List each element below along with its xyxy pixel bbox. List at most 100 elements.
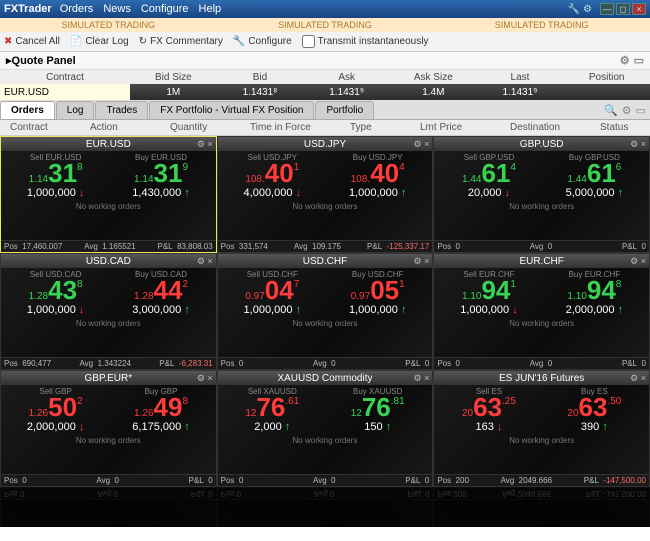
buy-side[interactable]: Buy GBP.USD 1.44616 5,000,000 ↑ (544, 153, 645, 199)
tile-header: EUR.CHF⚙ × (434, 254, 649, 268)
quote-headers: ContractBid SizeBidAskAsk SizeLastPositi… (0, 70, 650, 84)
sell-side[interactable]: Sell USD.JPY 108.401 4,000,000 ↓ (222, 153, 323, 199)
fx-tile-grid: EUR.USD⚙ × Sell EUR.USD 1.14318 1,000,00… (0, 136, 650, 487)
sell-side[interactable]: Sell ES 2063.25 163 ↓ (438, 387, 539, 433)
tile-header: GBP.USD⚙ × (434, 137, 649, 151)
tile-footer: Pos 0 Avg 0 P&L 0 (218, 474, 433, 486)
cancel-all-button[interactable]: ✖Cancel All (4, 36, 60, 47)
tile-footer: Pos 200 Avg 2049.666 P&L -147,500.00 (434, 474, 649, 486)
quote-bid-size: 1M (130, 87, 217, 98)
tabs-settings-icon[interactable]: ⚙ (622, 104, 632, 117)
tile-config-icon[interactable]: ⚙ × (414, 139, 430, 150)
sim-label: SIMULATED TRADING (495, 20, 589, 30)
no-working-label: No working orders (1, 319, 216, 328)
sell-side[interactable]: Sell XAUUSD 1276.61 2,000 ↑ (222, 387, 323, 433)
tile-header: USD.CHF⚙ × (218, 254, 433, 268)
tile-footer: Pos 0 Avg 0 P&L 0 (1, 474, 216, 486)
buy-side[interactable]: Buy GBP 1.26498 6,175,000 ↑ (110, 387, 211, 433)
sell-side[interactable]: Sell USD.CAD 1.28438 1,000,000 ↓ (5, 270, 106, 316)
tile-config-icon[interactable]: ⚙ × (630, 256, 646, 267)
tile-header: XAUUSD Commodity⚙ × (218, 371, 433, 385)
tile-footer: Pos 17,460,007 Avg 1.165521 P&L 83,808.0… (1, 240, 216, 252)
fx-tile[interactable]: GBP.EUR*⚙ × Sell GBP 1.26502 2,000,000 ↓… (0, 370, 217, 487)
panel-settings-icon[interactable]: ⚙ (620, 54, 630, 67)
quote-row[interactable]: EUR.USD 1M 1.1431⁸ 1.1431⁹ 1.4M 1.1431⁹ (0, 84, 650, 100)
menu-news[interactable]: News (103, 3, 131, 15)
fx-tile[interactable]: ES JUN'16 Futures⚙ × Sell ES 2063.25 163… (433, 370, 650, 487)
buy-side[interactable]: Buy XAUUSD 1276.81 150 ↑ (327, 387, 428, 433)
simulated-trading-bar: SIMULATED TRADING SIMULATED TRADING SIMU… (0, 18, 650, 32)
tile-config-icon[interactable]: ⚙ × (197, 256, 213, 267)
panel-expand-icon[interactable]: ▭ (634, 54, 644, 67)
quote-panel-title: ▸ Quote Panel ⚙ ▭ (0, 52, 650, 70)
menu-orders[interactable]: Orders (60, 3, 94, 15)
buy-side[interactable]: Buy EUR.USD 1.14319 1,430,000 ↑ (110, 153, 211, 199)
tile-footer: Pos 0 Avg 0 P&L 0 (434, 240, 649, 252)
no-working-label: No working orders (218, 202, 433, 211)
tab-portfolio[interactable]: Portfolio (315, 101, 374, 119)
fx-tile[interactable]: USD.CAD⚙ × Sell USD.CAD 1.28438 1,000,00… (0, 253, 217, 370)
fx-tile[interactable]: EUR.CHF⚙ × Sell EUR.CHF 1.10941 1,000,00… (433, 253, 650, 370)
no-working-label: No working orders (1, 436, 216, 445)
tile-config-icon[interactable]: ⚙ × (630, 373, 646, 384)
no-working-label: No working orders (218, 436, 433, 445)
sell-side[interactable]: Sell GBP 1.26502 2,000,000 ↓ (5, 387, 106, 433)
sim-label: SIMULATED TRADING (278, 20, 372, 30)
toolbar: ✖Cancel All 📄Clear Log ↻FX Commentary 🔧C… (0, 32, 650, 52)
sell-side[interactable]: Sell EUR.USD 1.14318 1,000,000 ↓ (5, 153, 106, 199)
sell-side[interactable]: Sell GBP.USD 1.44614 20,000 ↓ (438, 153, 539, 199)
window-minimize-button[interactable]: — (600, 3, 614, 15)
tile-config-icon[interactable]: ⚙ × (630, 139, 646, 150)
tile-config-icon[interactable]: ⚙ × (197, 373, 213, 384)
menu-configure[interactable]: Configure (141, 3, 189, 15)
buy-side[interactable]: Buy USD.CAD 1.28442 3,000,000 ↑ (110, 270, 211, 316)
tab-log[interactable]: Log (56, 101, 95, 119)
tile-config-icon[interactable]: ⚙ × (197, 139, 213, 150)
fx-tile[interactable]: XAUUSD Commodity⚙ × Sell XAUUSD 1276.61 … (217, 370, 434, 487)
fx-tile[interactable]: USD.CHF⚙ × Sell USD.CHF 0.97047 1,000,00… (217, 253, 434, 370)
window-close-button[interactable]: × (632, 3, 646, 15)
tile-config-icon[interactable]: ⚙ × (414, 256, 430, 267)
tile-config-icon[interactable]: ⚙ × (414, 373, 430, 384)
tile-header: ES JUN'16 Futures⚙ × (434, 371, 649, 385)
title-bar: FXTrader Orders News Configure Help 🔧 ⚙ … (0, 0, 650, 18)
window-maximize-button[interactable]: ◻ (616, 3, 630, 15)
quote-last: 1.1431⁹ (477, 87, 564, 98)
sim-label: SIMULATED TRADING (61, 20, 155, 30)
fx-commentary-button[interactable]: ↻FX Commentary (139, 36, 223, 47)
fx-tile[interactable]: USD.JPY⚙ × Sell USD.JPY 108.401 4,000,00… (217, 136, 434, 253)
clear-log-button[interactable]: 📄Clear Log (70, 36, 129, 47)
order-columns: ContractActionQuantityTime in ForceTypeL… (0, 120, 650, 136)
sell-side[interactable]: Sell USD.CHF 0.97047 1,000,000 ↑ (222, 270, 323, 316)
toolbar-tools-icon[interactable]: 🔧 ⚙ (568, 4, 592, 15)
fx-tile[interactable]: GBP.USD⚙ × Sell GBP.USD 1.44614 20,000 ↓… (433, 136, 650, 253)
buy-side[interactable]: Buy ES 2063.50 390 ↑ (544, 387, 645, 433)
sell-side[interactable]: Sell EUR.CHF 1.10941 1,000,000 ↓ (438, 270, 539, 316)
quote-ask: 1.1431⁹ (303, 87, 390, 98)
no-working-label: No working orders (1, 202, 216, 211)
tile-footer: Pos 0 Avg 0 P&L 0 (218, 357, 433, 369)
quote-bid: 1.1431⁸ (217, 87, 304, 98)
tile-header: USD.JPY⚙ × (218, 137, 433, 151)
tabs-expand-icon[interactable]: ▭ (636, 104, 646, 117)
tile-header: USD.CAD⚙ × (1, 254, 216, 268)
tab-orders[interactable]: Orders (0, 101, 55, 119)
no-working-label: No working orders (434, 202, 649, 211)
configure-button[interactable]: 🔧Configure (233, 36, 292, 47)
no-working-label: No working orders (218, 319, 433, 328)
transmit-checkbox[interactable]: Transmit instantaneously (302, 35, 429, 48)
tab-trades[interactable]: Trades (95, 101, 148, 119)
tile-header: GBP.EUR*⚙ × (1, 371, 216, 385)
tile-footer: Pos 0 Avg 0 P&L 0 (434, 357, 649, 369)
buy-side[interactable]: Buy USD.CHF 0.97051 1,000,000 ↑ (327, 270, 428, 316)
quote-symbol[interactable]: EUR.USD (0, 84, 130, 100)
buy-side[interactable]: Buy USD.JPY 108.404 1,000,000 ↑ (327, 153, 428, 199)
quote-ask-size: 1.4M (390, 87, 477, 98)
tabs-search-icon[interactable]: 🔍 (604, 104, 618, 117)
fx-tile[interactable]: EUR.USD⚙ × Sell EUR.USD 1.14318 1,000,00… (0, 136, 217, 253)
no-working-label: No working orders (434, 319, 649, 328)
tabs: Orders Log Trades FX Portfolio - Virtual… (0, 100, 650, 120)
tab-fx-portfolio[interactable]: FX Portfolio - Virtual FX Position (149, 101, 314, 119)
menu-help[interactable]: Help (199, 3, 222, 15)
buy-side[interactable]: Buy EUR.CHF 1.10948 2,000,000 ↑ (544, 270, 645, 316)
